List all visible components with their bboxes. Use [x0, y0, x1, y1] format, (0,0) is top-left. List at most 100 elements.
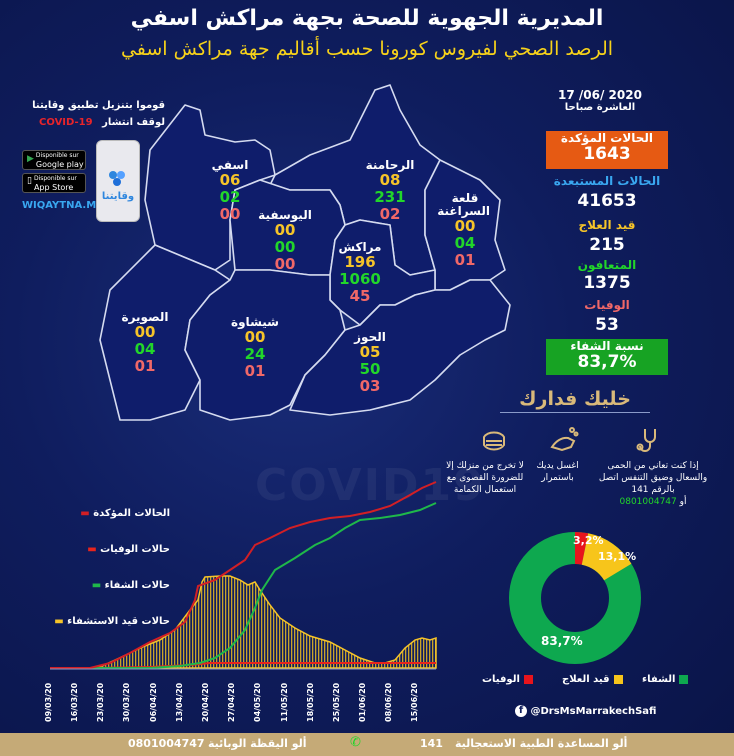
treatment-pct: 13,1% — [598, 550, 637, 563]
legend-label: الشفاء — [642, 674, 676, 685]
excluded-stat: الحالات المستبعدة 41653 — [546, 174, 668, 210]
legend-swatch — [613, 674, 623, 684]
region-map: اسفي 06 02 00 الرحامنة 08 231 02 اليوسفي… — [90, 80, 530, 450]
region-marrakech: مراكش 196 1060 45 — [325, 240, 395, 305]
apple-phone-icon: ▯ — [27, 176, 32, 186]
google-small-text: Disponible sur — [35, 152, 79, 159]
phone-icon: ✆ — [350, 735, 361, 750]
region-deaths: 00 — [274, 255, 296, 273]
recovered-pct: 83,7% — [541, 634, 583, 648]
confirmed-value: 1643 — [583, 144, 631, 164]
app-promo-line1: قوموا بتنزيل تطبيق وقايتنا — [32, 100, 165, 111]
region-confirmed: 00 — [244, 328, 266, 346]
region-rehamna: الرحامنة 08 231 02 — [355, 158, 425, 223]
phone-mockup: وقايتنا — [96, 140, 140, 222]
region-deaths: 45 — [349, 287, 371, 305]
x-tick: 25/05/20 — [332, 682, 341, 722]
excluded-label: الحالات المستبعدة — [553, 174, 661, 188]
website-link[interactable]: WIQAYTNA.MA — [22, 200, 104, 211]
confirmed-label: الحالات المؤكدة — [560, 131, 654, 145]
legend-deaths-swatch: ▬ — [87, 544, 97, 555]
recovery-rate-value: 83,7% — [577, 352, 637, 372]
excluded-value: 41653 — [577, 191, 637, 211]
legend-recovered-label: حالات الشفاء — [104, 580, 170, 591]
region-confirmed: 08 — [379, 171, 401, 189]
tips-divider — [500, 412, 650, 413]
x-tick: 13/04/20 — [175, 682, 184, 722]
region-deaths: 00 — [219, 205, 241, 223]
legend-hospitalized-label: حالات قيد الاستشفاء — [67, 616, 170, 627]
apple-big-text: App Store — [33, 183, 74, 192]
x-tick: 27/04/20 — [227, 682, 236, 722]
facebook-handle[interactable]: f @DrsMsMarrakechSafi — [515, 705, 656, 717]
region-essaouira: الصويرة 00 04 01 — [115, 310, 175, 375]
x-tick: 11/05/20 — [280, 682, 289, 722]
region-haouz: الحوز 05 50 03 — [345, 330, 395, 395]
legend-label: الوفيات — [482, 674, 520, 685]
region-deaths: 01 — [454, 251, 476, 269]
apple-small-text: Disponible sur — [33, 175, 77, 182]
legend-confirmed: الحالات المؤكدة ▬ — [70, 508, 170, 519]
recovery-rate-box: نسبة الشفاء 83,7% — [546, 339, 668, 375]
x-tick: 18/05/20 — [306, 682, 315, 722]
emergency-number[interactable]: 141 — [420, 737, 443, 750]
app-promo-text: قوموا بتنزيل تطبيق وقايتنا لوقف انتشار C… — [15, 100, 165, 128]
page-subtitle: الرصد الصحي لفيروس كورونا حسب أقاليم جهة… — [120, 38, 614, 60]
pie-legend-treatment: قيد العلاج — [562, 674, 623, 685]
hotline-number[interactable]: 0801004747 — [619, 497, 677, 507]
recovery-rate-label: نسبة الشفاء — [570, 339, 644, 353]
region-recovered: 04 — [454, 234, 476, 252]
legend-swatch — [679, 674, 689, 684]
app-store-badge[interactable]: ▯ Disponible sur App Store — [22, 173, 86, 193]
region-deaths: 03 — [359, 377, 381, 395]
google-big-text: Google play — [35, 160, 84, 169]
tip-symptoms: إذا كنت تعاني من الحمى والسعال وضيق التن… — [598, 460, 708, 508]
region-confirmed: 06 — [219, 171, 241, 189]
treatment-value: 215 — [589, 235, 625, 255]
x-tick: 09/03/20 — [44, 682, 53, 722]
confirmed-box: الحالات المؤكدة 1643 — [546, 131, 668, 169]
facebook-icon: f — [515, 705, 527, 717]
app-name: وقايتنا — [101, 191, 135, 202]
facebook-handle-text: @DrsMsMarrakechSafi — [530, 706, 657, 717]
page-title: المديرية الجهوية للصحة بجهة مراكش اسفي — [130, 6, 604, 31]
epidemic-label: ألو اليقظة الوبائية — [208, 737, 307, 750]
x-tick: 30/03/20 — [122, 682, 131, 722]
region-deaths: 02 — [379, 205, 401, 223]
x-tick: 06/04/20 — [149, 682, 158, 722]
app-logo-icon — [103, 169, 133, 189]
region-recovered: 231 — [374, 188, 406, 206]
region-confirmed: 196 — [344, 253, 376, 271]
region-name: قلعة السراغنة — [437, 191, 490, 218]
region-name: اليوسفية — [258, 208, 312, 222]
tips-title: خليك فدارك — [519, 388, 631, 410]
region-name: الرحامنة — [365, 158, 415, 172]
google-play-badge[interactable]: ▶ Disponible sur Google play — [22, 150, 86, 170]
region-confirmed: 00 — [274, 221, 296, 239]
region-recovered: 24 — [244, 345, 266, 363]
legend-swatch — [523, 674, 533, 684]
region-kelaa: قلعة السراغنة 00 04 01 — [435, 192, 495, 269]
x-tick: 23/03/20 — [96, 682, 105, 722]
emergency-label: ألو المساعدة الطبية الاستعجالية — [455, 737, 628, 750]
region-chichaoua: شيشاوة 00 24 01 — [225, 315, 285, 380]
tip-wash-hands: اغسل يديك باستمرار — [536, 461, 579, 483]
epidemic-number[interactable]: 0801004747 — [128, 737, 205, 750]
region-name: اسفي — [211, 158, 249, 172]
legend-recovered-swatch: ▬ — [91, 580, 102, 591]
recovered-stat: المتعافون 1375 — [546, 258, 668, 292]
mask-icon — [478, 425, 510, 455]
legend-confirmed-label: الحالات المؤكدة — [93, 508, 170, 519]
covid-label: COVID-19 — [39, 117, 93, 128]
legend-hospitalized: حالات قيد الاستشفاء ▬ — [50, 616, 170, 627]
report-time: العاشرة صباحا — [564, 102, 636, 113]
deaths-label: الوفيات — [584, 298, 630, 312]
region-deaths: 01 — [134, 357, 156, 375]
deaths-stat: الوفيات 53 — [546, 298, 668, 334]
region-deaths: 01 — [244, 362, 266, 380]
covid-watermark: COVID19 — [255, 460, 486, 511]
trend-chart: الحالات المؤكدة ▬ حالات الوفيات ▬ حالات … — [30, 470, 440, 680]
deaths-pct: 3,2% — [573, 534, 604, 547]
region-recovered: 1060 — [339, 270, 381, 288]
region-recovered: 00 — [274, 238, 296, 256]
